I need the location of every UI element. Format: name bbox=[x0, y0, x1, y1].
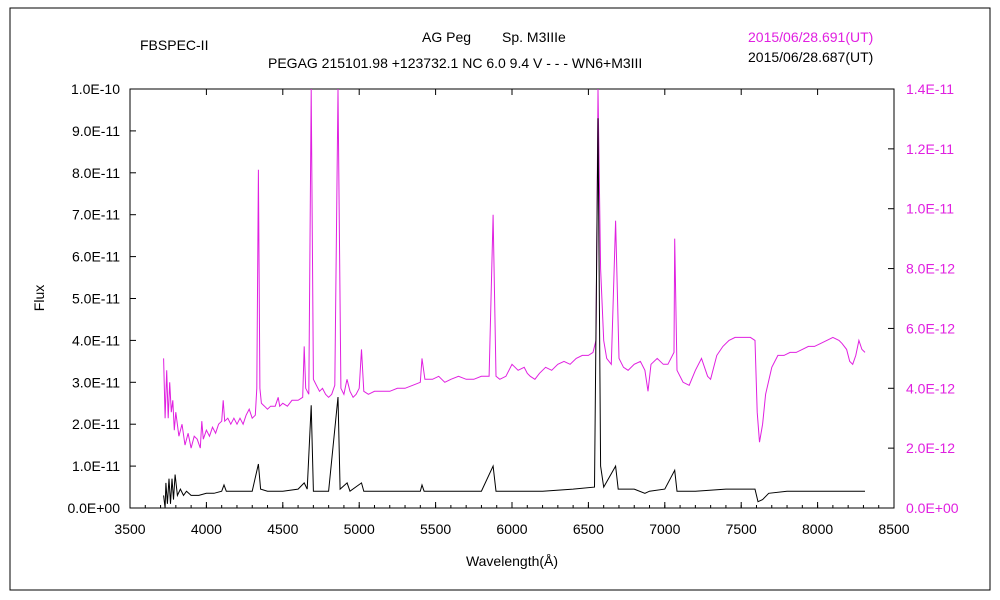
series-line-black bbox=[163, 118, 865, 508]
plot-area: 3500 4000 4500 5000 5500 6000 6500 7000 7500 8000… bbox=[67, 81, 958, 537]
y-right-tick-label: 8.0E-12 bbox=[906, 261, 955, 277]
x-tick-label: 6000 bbox=[496, 521, 527, 537]
x-tick-label: 7500 bbox=[726, 521, 757, 537]
y-left-tick-label: 6.0E-11 bbox=[72, 249, 120, 265]
catalog-line: PEGAG 215101.98 +123732.1 NC 6.0 9.4 V -… bbox=[268, 55, 642, 71]
date-black: 2015/06/28.687(UT) bbox=[748, 49, 873, 65]
y-left-tick-label: 8.0E-11 bbox=[72, 165, 120, 181]
plot-border bbox=[129, 88, 895, 509]
y-left-tick-label: 4.0E-11 bbox=[72, 332, 120, 348]
date-magenta: 2015/06/28.691(UT) bbox=[748, 29, 873, 45]
y-left-tick-label: 1.0E-11 bbox=[72, 458, 120, 474]
y-left-tick-label: 2.0E-11 bbox=[72, 416, 120, 432]
y-left-tick-label: 5.0E-11 bbox=[72, 291, 120, 307]
instrument-label: FBSPEC-II bbox=[140, 37, 208, 53]
x-axis-label: Wavelength(Å) bbox=[466, 553, 558, 569]
y-right-tick-label: 1.0E-11 bbox=[906, 201, 954, 217]
x-tick-label: 8000 bbox=[802, 521, 833, 537]
y-right-tick-label: 4.0E-12 bbox=[906, 380, 955, 396]
outer-frame bbox=[9, 7, 991, 591]
x-tick-label: 7000 bbox=[649, 521, 680, 537]
y-right-tick-label: 0.0E+00 bbox=[906, 500, 959, 516]
x-tick-label: 4500 bbox=[267, 521, 298, 537]
x-tick-label: 5500 bbox=[420, 521, 451, 537]
x-tick-label: 4000 bbox=[191, 521, 222, 537]
x-tick-label: 6500 bbox=[573, 521, 604, 537]
y-right-tick-label: 6.0E-12 bbox=[906, 320, 955, 336]
y-right-tick-label: 2.0E-12 bbox=[906, 440, 955, 456]
series-line-magenta bbox=[163, 89, 866, 449]
x-tick-label: 5000 bbox=[344, 521, 375, 537]
y-left-tick-label: 9.0E-11 bbox=[72, 123, 120, 139]
spectral-type: Sp. M3IIIe bbox=[502, 29, 566, 45]
y-left-tick-label: 0.0E+00 bbox=[67, 500, 120, 516]
y-left-tick-label: 3.0E-11 bbox=[72, 374, 120, 390]
y-axis-label: Flux bbox=[31, 285, 47, 311]
x-tick-label: 8500 bbox=[878, 521, 909, 537]
x-tick-label: 3500 bbox=[114, 521, 145, 537]
star-name: AG Peg bbox=[422, 29, 471, 45]
y-left-tick-label: 1.0E-10 bbox=[71, 81, 120, 97]
y-right-tick-label: 1.4E-11 bbox=[906, 81, 954, 97]
y-right-tick-label: 1.2E-11 bbox=[906, 141, 954, 157]
y-left-tick-label: 7.0E-11 bbox=[72, 207, 120, 223]
